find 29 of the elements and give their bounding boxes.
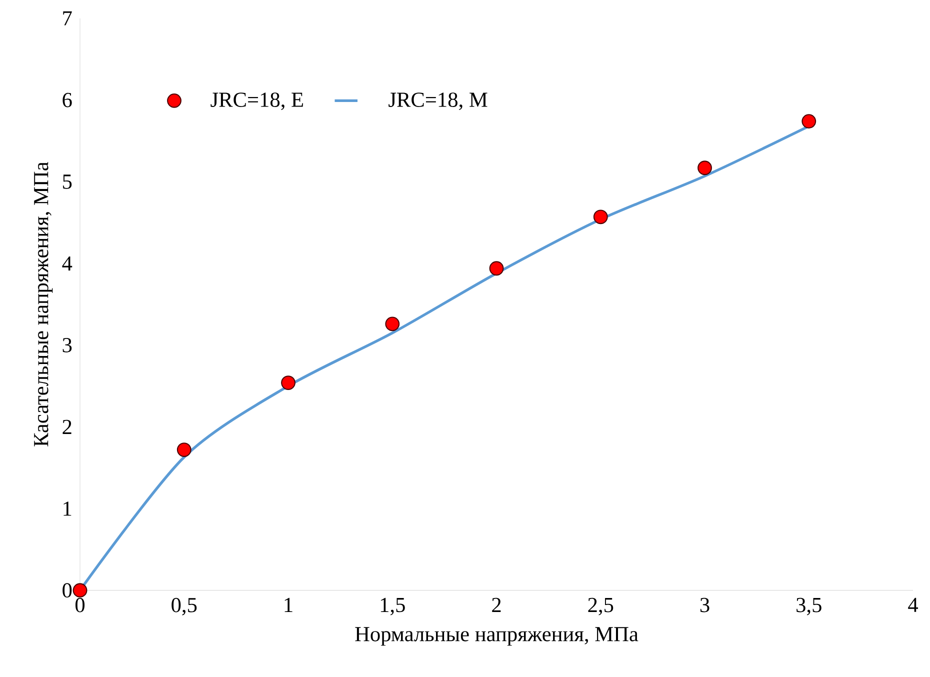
y-tick-label: 6 (62, 92, 72, 108)
x-tick-label: 1 (284, 598, 292, 612)
point (593, 210, 608, 224)
y-tick-label: 5 (63, 174, 72, 189)
x-tick-label: 0 (75, 598, 85, 612)
y-tick-label: 1 (64, 502, 72, 516)
point (698, 160, 712, 176)
y-tick-label: 0 (62, 583, 72, 598)
y-axis-title: Касательные напряжения, МПа (34, 162, 53, 446)
y-tick-label: 3 (62, 338, 72, 352)
point (72, 583, 88, 598)
x-tick-label: 2,5 (588, 598, 614, 616)
legend-label: JRC=18, E (210, 92, 303, 110)
y-tick-label: 4 (62, 256, 72, 270)
point (489, 261, 504, 276)
point (385, 316, 400, 332)
point (176, 442, 192, 457)
x-tick-label: 3,5 (796, 598, 822, 616)
point (802, 114, 816, 128)
x-axis-title: Нормальные напряжения, МПа (355, 627, 638, 646)
point (281, 376, 296, 390)
x-tick-label: 4 (908, 598, 918, 612)
x-tick-label: 3 (700, 598, 710, 612)
x-tick-label: 2 (492, 598, 501, 612)
x-tick-label: 1,5 (380, 598, 405, 616)
y-tick-label: 7 (63, 11, 72, 26)
x-tick-label: 0,5 (172, 598, 197, 616)
legend-label: JRC=18, M (388, 92, 488, 110)
y-tick-label: 2 (62, 420, 72, 434)
